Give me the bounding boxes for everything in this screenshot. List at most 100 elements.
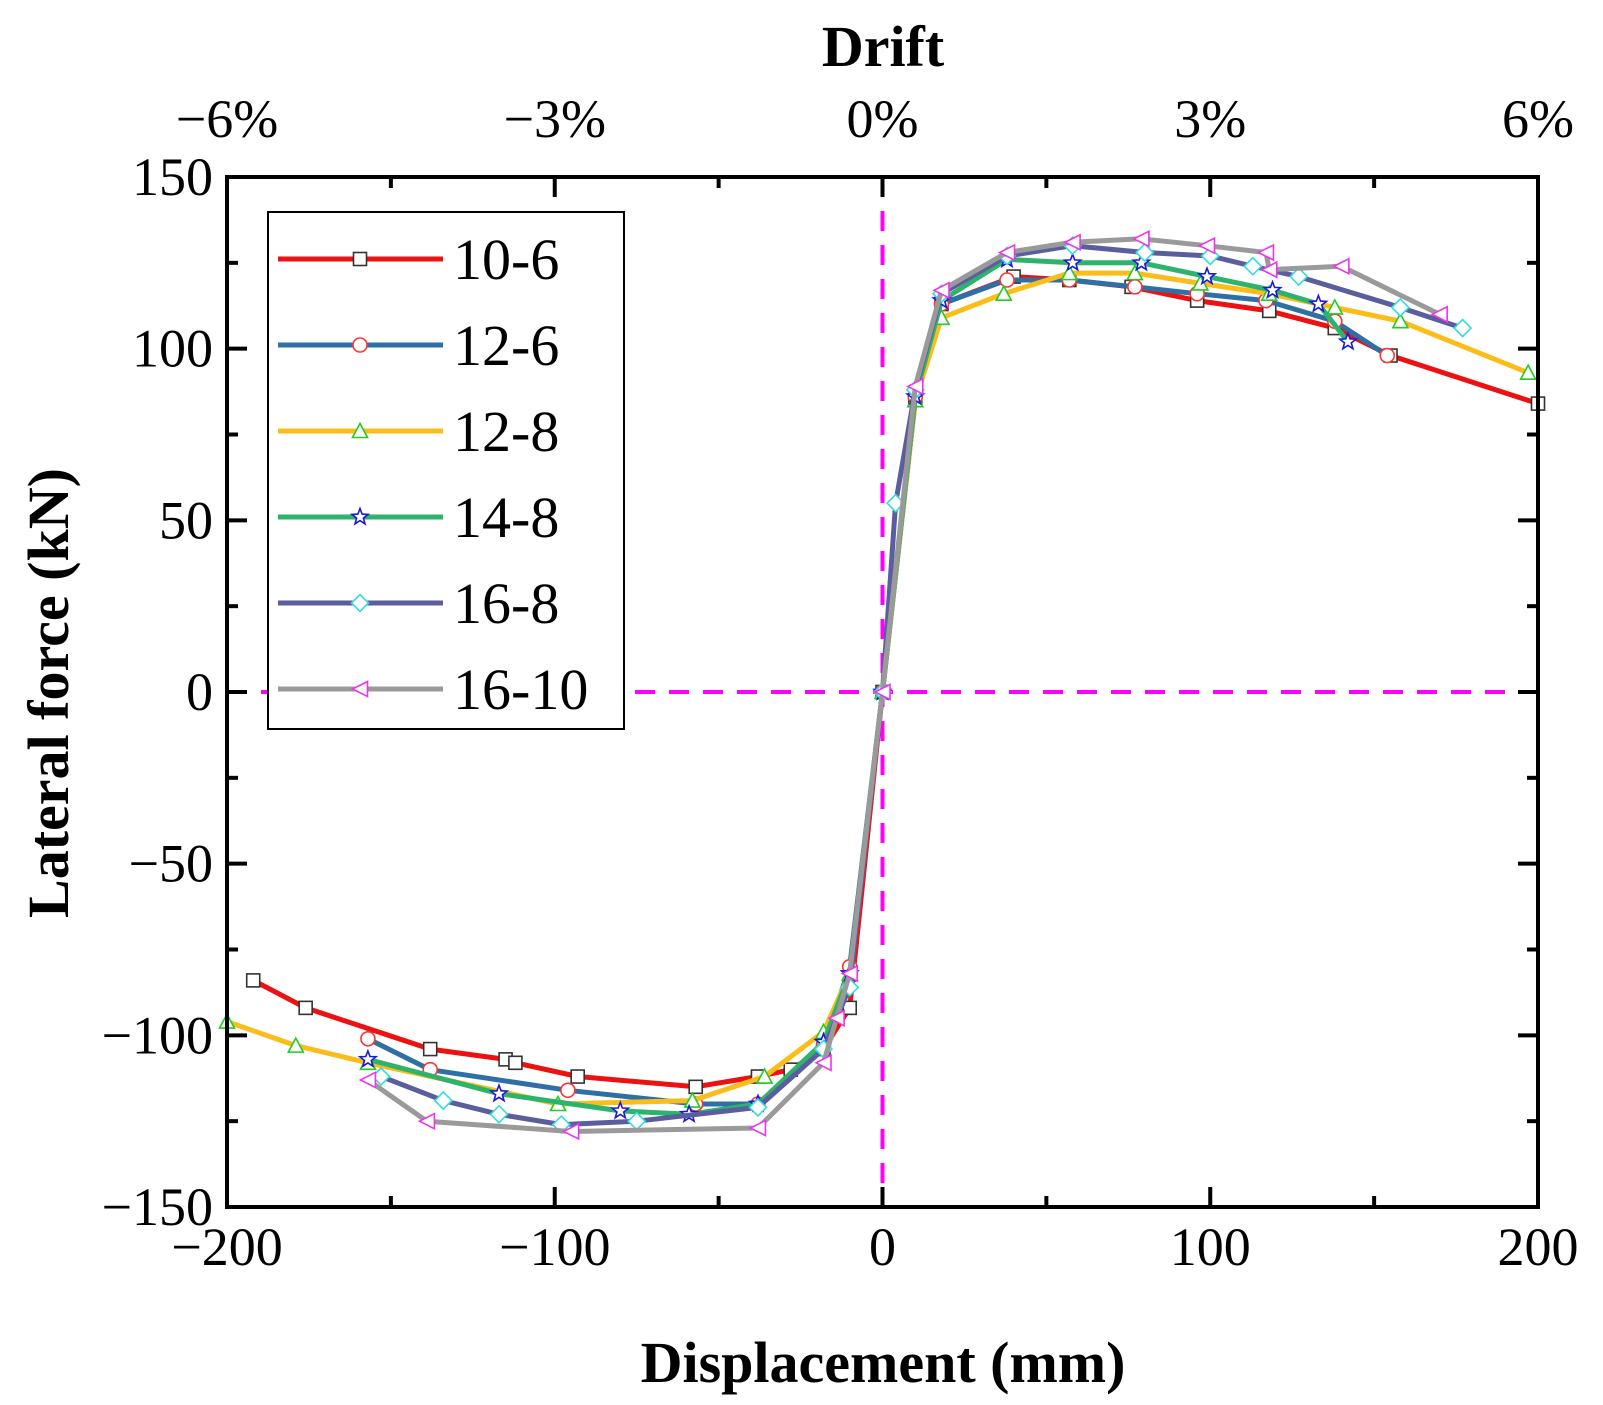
series-layer (218, 230, 1546, 1141)
data-point-16-10-16 (1332, 257, 1350, 276)
data-point-16-8-19 (1452, 318, 1473, 338)
legend-box (267, 211, 625, 730)
legend-item-12-8: 12-8 (278, 399, 559, 464)
data-point-16-10-6 (840, 964, 859, 983)
data-point-16-10-14 (1256, 243, 1275, 262)
data-point-10-6-1 (298, 1000, 313, 1016)
data-point-12-8-5 (755, 1067, 774, 1084)
data-point-12-8-4 (683, 1091, 702, 1108)
data-point-14-8-14 (1262, 279, 1283, 300)
legend-label-16-10: 16-10 (453, 657, 588, 722)
top-tick-label: −3% (504, 89, 606, 149)
x-tick-label: 100 (1170, 1217, 1251, 1277)
y-tick-label: 0 (186, 662, 213, 722)
data-point-12-6-0 (360, 1030, 376, 1047)
legend-marker-14-8 (349, 506, 371, 526)
x-tick-label: 200 (1498, 1217, 1579, 1277)
data-point-12-8-13 (1126, 263, 1144, 281)
data-point-12-8-17 (1391, 312, 1410, 329)
legend-label-14-8: 14-8 (453, 485, 559, 550)
legend-label-12-6: 12-6 (453, 313, 559, 378)
x-axis-title: Displacement (mm) (641, 1330, 1126, 1395)
data-point-16-10-3 (748, 1119, 767, 1137)
series-16-10 (358, 230, 1448, 1141)
data-point-16-10-8 (905, 377, 924, 396)
x-tick-label: −200 (171, 1217, 282, 1277)
legend-marker-10-6 (352, 251, 368, 267)
top-tick-label: 0% (847, 89, 919, 149)
data-point-12-6-2 (560, 1082, 576, 1099)
top-tick-label: 6% (1502, 89, 1574, 149)
data-point-14-8-13 (1196, 265, 1218, 286)
legend-marker-16-8 (350, 593, 370, 613)
y-tick-label: −150 (102, 1177, 213, 1237)
data-point-12-8-12 (1060, 263, 1079, 281)
data-point-16-10-2 (561, 1122, 580, 1141)
data-point-16-10-5 (827, 1009, 845, 1027)
data-point-16-8-14 (1135, 242, 1155, 263)
y-tick-label: 150 (132, 147, 213, 207)
x-tick-label: −100 (499, 1217, 610, 1277)
data-point-12-8-14 (1191, 274, 1210, 291)
x-tick-label: 0 (869, 1217, 896, 1277)
data-point-14-8-11 (1062, 252, 1083, 272)
data-point-16-10-12 (1132, 230, 1150, 248)
legend-label-10-6: 10-6 (453, 227, 559, 292)
data-point-16-8-18 (1390, 297, 1410, 318)
legend: 10-6 12-6 12-8 14-8 16-8 16-10 (267, 211, 625, 730)
data-point-10-6-5 (570, 1069, 585, 1084)
legend-item-16-10: 16-10 (278, 657, 588, 722)
y-tick-label: 100 (132, 319, 213, 379)
legend-item-16-8: 16-8 (278, 571, 559, 636)
data-point-16-10-15 (1259, 260, 1278, 279)
axis-labels: −200 −100 0 100 200 −6% −3% 0% 3% 6% −150 −100 −50 0 5… (102, 89, 1579, 1277)
data-point-12-6-12 (1127, 279, 1143, 295)
data-point-16-10-13 (1197, 236, 1216, 255)
top-axis-title: Drift (822, 14, 945, 79)
data-point-12-8-1 (286, 1036, 305, 1053)
legend-item-12-6: 12-6 (278, 313, 559, 378)
data-point-12-8-11 (994, 284, 1013, 302)
top-tick-label: 3% (1174, 89, 1246, 149)
data-point-10-6-4 (508, 1055, 523, 1071)
data-point-12-8-18 (1519, 363, 1538, 381)
data-point-16-8-17 (1289, 266, 1309, 287)
data-point-10-6-0 (245, 973, 261, 988)
data-point-14-8-16 (1337, 331, 1359, 351)
data-point-10-6-6 (688, 1079, 703, 1095)
data-point-16-10-1 (417, 1112, 436, 1130)
data-point-10-6-2 (422, 1041, 438, 1057)
legend-marker-12-6 (352, 337, 368, 353)
y-tick-label: −100 (102, 1005, 213, 1065)
data-point-16-8-5 (748, 1097, 768, 1118)
legend-label-16-8: 16-8 (453, 571, 559, 636)
data-point-14-8-15 (1308, 293, 1329, 313)
data-point-16-8-16 (1243, 256, 1263, 276)
data-point-16-10-17 (1430, 305, 1448, 324)
y-tick-label: −50 (129, 834, 213, 894)
data-point-14-8-0 (357, 1048, 379, 1069)
legend-marker-16-10 (350, 680, 369, 698)
data-point-12-8-16 (1325, 298, 1344, 315)
data-point-16-10-4 (814, 1054, 832, 1072)
data-point-12-6-16 (1379, 347, 1396, 364)
legend-label-12-8: 12-8 (453, 399, 559, 464)
data-point-14-8-2 (610, 1100, 631, 1120)
data-point-16-10-10 (997, 243, 1016, 262)
data-point-12-6-10 (999, 272, 1015, 288)
y-tick-label: 50 (159, 490, 213, 550)
data-point-16-10-9 (932, 281, 950, 300)
legend-item-10-6: 10-6 (278, 227, 559, 292)
top-tick-label: −6% (176, 89, 278, 149)
axis-ticks (225, 175, 1540, 1209)
data-point-14-8-1 (488, 1082, 510, 1103)
data-point-16-8-2 (489, 1104, 509, 1124)
data-point-16-10-11 (1063, 233, 1081, 252)
data-point-16-10-7 (873, 683, 891, 701)
y-axis-title: Lateral force (kN) (16, 468, 81, 918)
data-point-16-8-1 (433, 1090, 453, 1111)
data-point-16-10-0 (358, 1071, 377, 1089)
legend-marker-12-8 (351, 421, 369, 439)
